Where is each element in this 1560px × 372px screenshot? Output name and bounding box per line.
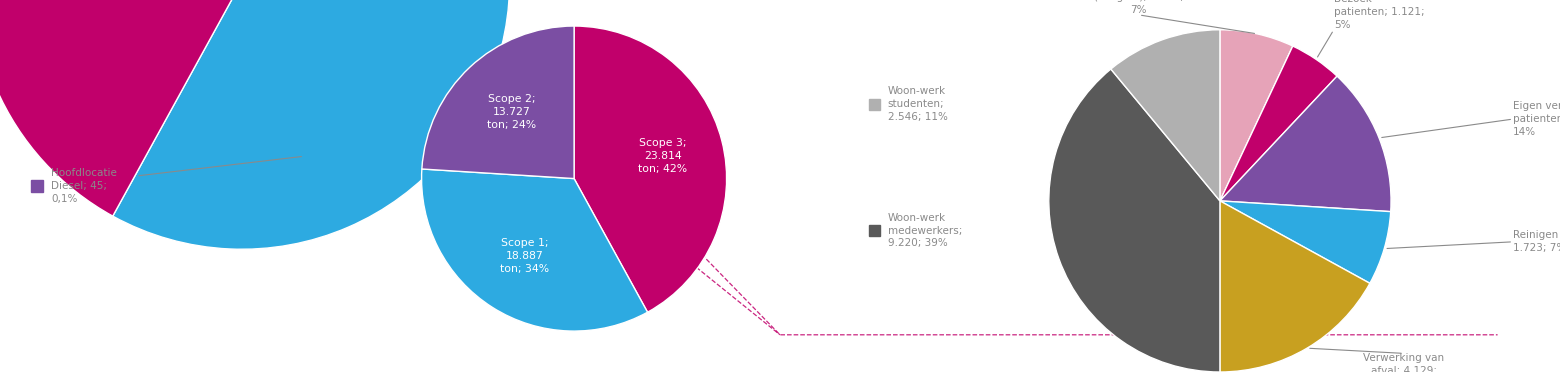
Text: Scope 1;
18.887
ton; 34%: Scope 1; 18.887 ton; 34% — [501, 238, 549, 274]
Wedge shape — [0, 0, 242, 216]
Text: Scope 2;
13.727
ton; 24%: Scope 2; 13.727 ton; 24% — [487, 94, 537, 130]
Wedge shape — [421, 169, 647, 331]
Wedge shape — [574, 26, 727, 312]
Text: Woon-werk
studenten;
2.546; 11%: Woon-werk studenten; 2.546; 11% — [888, 86, 947, 122]
Wedge shape — [1220, 201, 1370, 372]
Wedge shape — [1220, 76, 1392, 212]
Wedge shape — [1111, 30, 1220, 201]
Bar — [869, 225, 880, 236]
Text: Reinigen textiel;
1.723; 7%: Reinigen textiel; 1.723; 7% — [1513, 230, 1560, 253]
Text: Bezoek
patienten; 1.121;
5%: Bezoek patienten; 1.121; 5% — [1334, 0, 1424, 30]
Text: Verwerking van
afval; 4.129;
17%: Verwerking van afval; 4.129; 17% — [1363, 353, 1445, 372]
Text: (vliegkm); 1.631;
7%: (vliegkm); 1.631; 7% — [1094, 0, 1184, 15]
Bar — [869, 99, 880, 110]
Text: Scope 3;
23.814
ton; 42%: Scope 3; 23.814 ton; 42% — [638, 138, 688, 174]
Wedge shape — [112, 0, 510, 249]
Text: Woon-werk
medewerkers;
9.220; 39%: Woon-werk medewerkers; 9.220; 39% — [888, 213, 963, 248]
Text: Hoofdlocatie
Diesel; 45;
0,1%: Hoofdlocatie Diesel; 45; 0,1% — [51, 168, 117, 204]
Wedge shape — [1220, 30, 1293, 201]
Wedge shape — [1048, 69, 1220, 372]
Wedge shape — [1220, 46, 1337, 201]
Bar — [31, 180, 44, 192]
Text: Eigen vervoer
patienten; 3.384;
14%: Eigen vervoer patienten; 3.384; 14% — [1513, 101, 1560, 137]
Wedge shape — [1220, 201, 1390, 283]
Wedge shape — [421, 26, 574, 179]
